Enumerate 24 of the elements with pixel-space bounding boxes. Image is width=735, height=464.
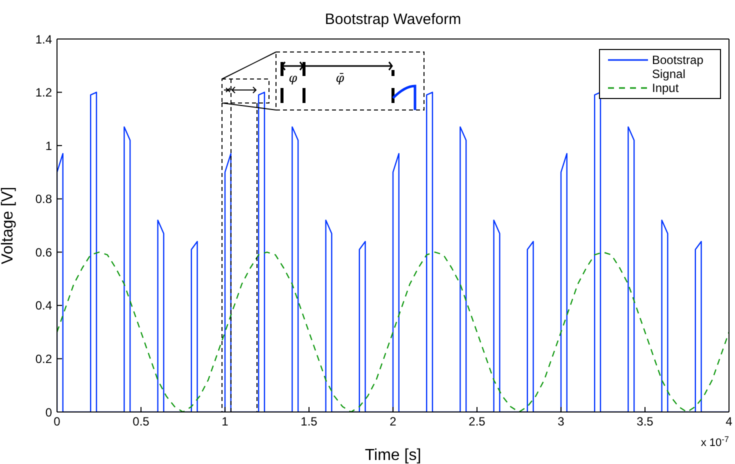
- x-tick-label: 2: [390, 414, 397, 429]
- y-tick-label: 0.6: [35, 245, 52, 260]
- y-axis-title: Voltage [V]: [0, 186, 17, 264]
- x-tick-label: 3.5: [636, 414, 654, 429]
- annotation: φ̄: [336, 71, 345, 85]
- y-tick-label: 0.4: [35, 298, 52, 313]
- x-tick-label: 1: [222, 414, 229, 429]
- annotation: φ: [288, 71, 298, 85]
- y-tick-label: 0: [45, 405, 52, 420]
- y-tick-label: 0.2: [35, 352, 52, 366]
- y-tick-label: 1.2: [35, 86, 52, 100]
- x-tick-label: 4: [726, 414, 733, 429]
- legend-label: Bootstrap Signal: [652, 53, 704, 81]
- x-axis-title: Time [s]: [364, 447, 422, 464]
- legend-label: Input: [652, 81, 680, 95]
- y-tick-label: 0.8: [35, 192, 52, 206]
- x-tick-label: 0.5: [132, 414, 150, 429]
- y-tick-label: 1: [45, 138, 52, 153]
- y-tick-label: 1.4: [35, 32, 52, 46]
- x-tick-label: 3: [558, 414, 565, 429]
- x-tick-label: 1.5: [300, 414, 318, 429]
- x-tick-label: 2.5: [468, 414, 486, 429]
- chart-title: Bootstrap Waveform: [324, 11, 462, 28]
- text: x 10$^{-7}$: [700, 434, 730, 449]
